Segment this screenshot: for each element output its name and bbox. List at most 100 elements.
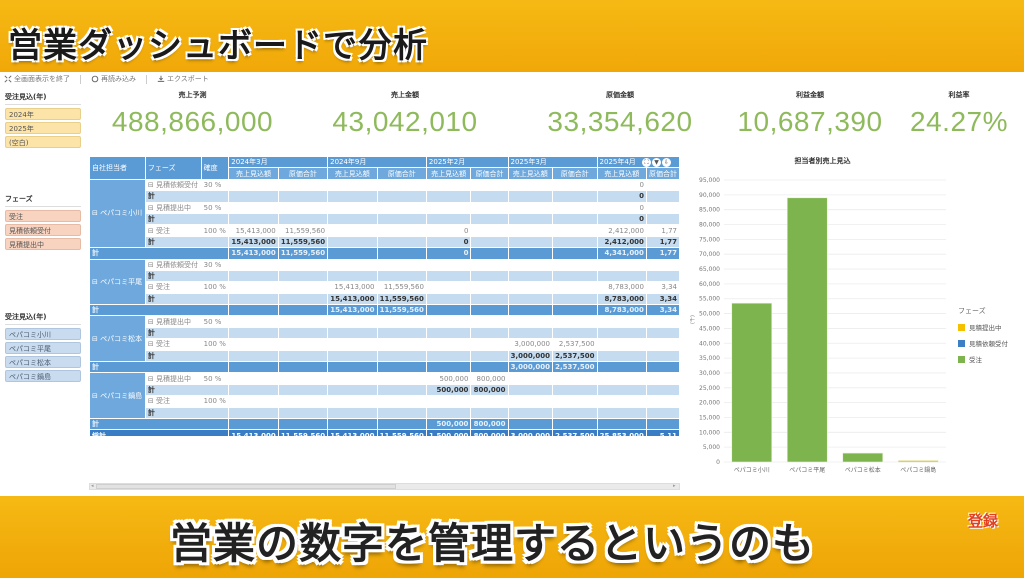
value-cell[interactable] (645, 258, 680, 271)
value-cell[interactable] (507, 315, 554, 328)
value-cell[interactable] (470, 212, 509, 226)
value-cell[interactable] (228, 349, 279, 363)
value-cell[interactable] (327, 178, 378, 192)
pivot-table[interactable]: 自社担当者 フェーズ 確度 2024年3月 2024年9月 2025年2月 20… (89, 156, 680, 436)
value-cell[interactable]: 15,413,000 (327, 281, 378, 294)
value-cell[interactable]: 800,000 (470, 383, 509, 397)
scroll-left-icon[interactable]: ◂ (91, 483, 94, 489)
value-cell[interactable] (376, 247, 427, 260)
value-cell[interactable]: 25,853,000 (596, 429, 647, 436)
header-probability[interactable]: 確度 (200, 156, 230, 180)
collapse-icon[interactable]: ⊟ (147, 260, 156, 269)
value-cell[interactable] (645, 269, 680, 283)
value-cell[interactable] (470, 235, 509, 249)
value-cell[interactable]: 800,000 (470, 372, 509, 385)
value-cell[interactable] (645, 315, 680, 328)
value-cell[interactable] (376, 406, 427, 420)
value-cell[interactable] (376, 338, 427, 351)
header-month[interactable]: 2025年3月 (507, 156, 598, 169)
value-cell[interactable] (552, 395, 598, 408)
value-cell[interactable] (228, 338, 279, 351)
value-cell[interactable] (596, 417, 647, 431)
value-cell[interactable] (327, 269, 378, 283)
value-cell[interactable] (277, 292, 329, 306)
header-measure[interactable]: 売上見込額 (228, 167, 279, 180)
value-cell[interactable]: 500,000 (425, 372, 472, 385)
value-cell[interactable] (228, 258, 279, 271)
value-cell[interactable] (596, 269, 647, 283)
value-cell[interactable]: 1,500,000 (425, 429, 472, 436)
value-cell[interactable] (425, 361, 472, 374)
value-cell[interactable]: 11,559,560 (376, 281, 427, 294)
value-cell[interactable] (425, 281, 472, 294)
value-cell[interactable] (470, 201, 509, 214)
value-cell[interactable] (645, 338, 680, 351)
value-cell[interactable] (327, 383, 378, 397)
value-cell[interactable] (596, 315, 647, 328)
value-cell[interactable] (228, 292, 279, 306)
value-cell[interactable] (552, 326, 598, 340)
value-cell[interactable]: 3,000,000 (507, 429, 554, 436)
value-cell[interactable] (376, 417, 427, 431)
header-month[interactable]: 2024年3月 (228, 156, 329, 169)
value-cell[interactable] (507, 383, 554, 397)
legend-item[interactable]: 見積提出中 (958, 322, 1008, 332)
value-cell[interactable] (376, 178, 427, 192)
value-cell[interactable]: 11,559,560 (277, 224, 329, 237)
value-cell[interactable] (327, 372, 378, 385)
phase-cell[interactable]: ⊟ 見積提出中 (144, 315, 202, 328)
value-cell[interactable] (470, 281, 509, 294)
collapse-icon[interactable]: ⊟ (92, 209, 101, 218)
value-cell[interactable] (596, 395, 647, 408)
value-cell[interactable] (470, 258, 509, 271)
value-cell[interactable]: 3,000,000 (507, 349, 554, 363)
collapse-icon[interactable]: ⊟ (92, 391, 101, 400)
value-cell[interactable] (376, 212, 427, 226)
value-cell[interactable] (327, 190, 378, 203)
value-cell[interactable] (277, 395, 329, 408)
value-cell[interactable] (552, 292, 598, 306)
value-cell[interactable]: 4,341,000 (596, 247, 647, 260)
value-cell[interactable]: 2,412,000 (596, 224, 647, 237)
value-cell[interactable] (376, 201, 427, 214)
value-cell[interactable]: 1,77 (645, 235, 680, 249)
header-month[interactable]: 2025年2月 (425, 156, 509, 169)
collapse-icon[interactable]: ⊟ (147, 283, 156, 292)
value-cell[interactable]: 0 (596, 190, 647, 203)
phase-cell[interactable]: ⊟ 受注 (144, 338, 202, 351)
value-cell[interactable] (277, 304, 329, 317)
value-cell[interactable] (507, 292, 554, 306)
value-cell[interactable]: 11,559,560 (277, 429, 329, 436)
value-cell[interactable] (645, 361, 680, 374)
value-cell[interactable] (470, 326, 509, 340)
value-cell[interactable]: 0 (596, 212, 647, 226)
value-cell[interactable] (327, 361, 378, 374)
value-cell[interactable] (507, 395, 554, 408)
value-cell[interactable]: 2,537,500 (552, 349, 598, 363)
value-cell[interactable]: 3,34 (645, 304, 680, 317)
value-cell[interactable] (277, 212, 329, 226)
value-cell[interactable]: 5,11 (645, 429, 680, 436)
value-cell[interactable]: 0 (425, 247, 472, 260)
slicer-item-2024[interactable]: 2024年 (5, 108, 81, 120)
value-cell[interactable] (228, 361, 279, 374)
value-cell[interactable]: 8,783,000 (596, 304, 647, 317)
value-cell[interactable] (552, 417, 598, 431)
value-cell[interactable] (645, 349, 680, 363)
bar[interactable] (786, 197, 828, 463)
bar[interactable] (731, 302, 773, 463)
value-cell[interactable] (376, 383, 427, 397)
value-cell[interactable] (596, 258, 647, 271)
value-cell[interactable] (507, 224, 554, 237)
value-cell[interactable] (228, 269, 279, 283)
value-cell[interactable] (552, 269, 598, 283)
value-cell[interactable] (552, 383, 598, 397)
value-cell[interactable] (645, 372, 680, 385)
value-cell[interactable] (507, 235, 554, 249)
value-cell[interactable] (376, 315, 427, 328)
value-cell[interactable] (596, 349, 647, 363)
value-cell[interactable] (552, 281, 598, 294)
value-cell[interactable] (327, 406, 378, 420)
value-cell[interactable] (645, 212, 680, 226)
header-measure[interactable]: 売上見込額 (425, 167, 472, 180)
